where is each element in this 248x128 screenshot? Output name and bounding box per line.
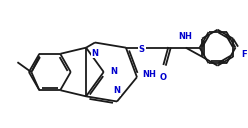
- Text: N: N: [92, 49, 98, 57]
- Text: O: O: [159, 73, 166, 82]
- Text: NH: NH: [179, 32, 193, 41]
- Text: NH: NH: [142, 70, 156, 79]
- Text: F: F: [241, 50, 247, 59]
- Text: N: N: [111, 67, 118, 77]
- Text: N: N: [114, 87, 121, 95]
- Text: S: S: [139, 45, 145, 54]
